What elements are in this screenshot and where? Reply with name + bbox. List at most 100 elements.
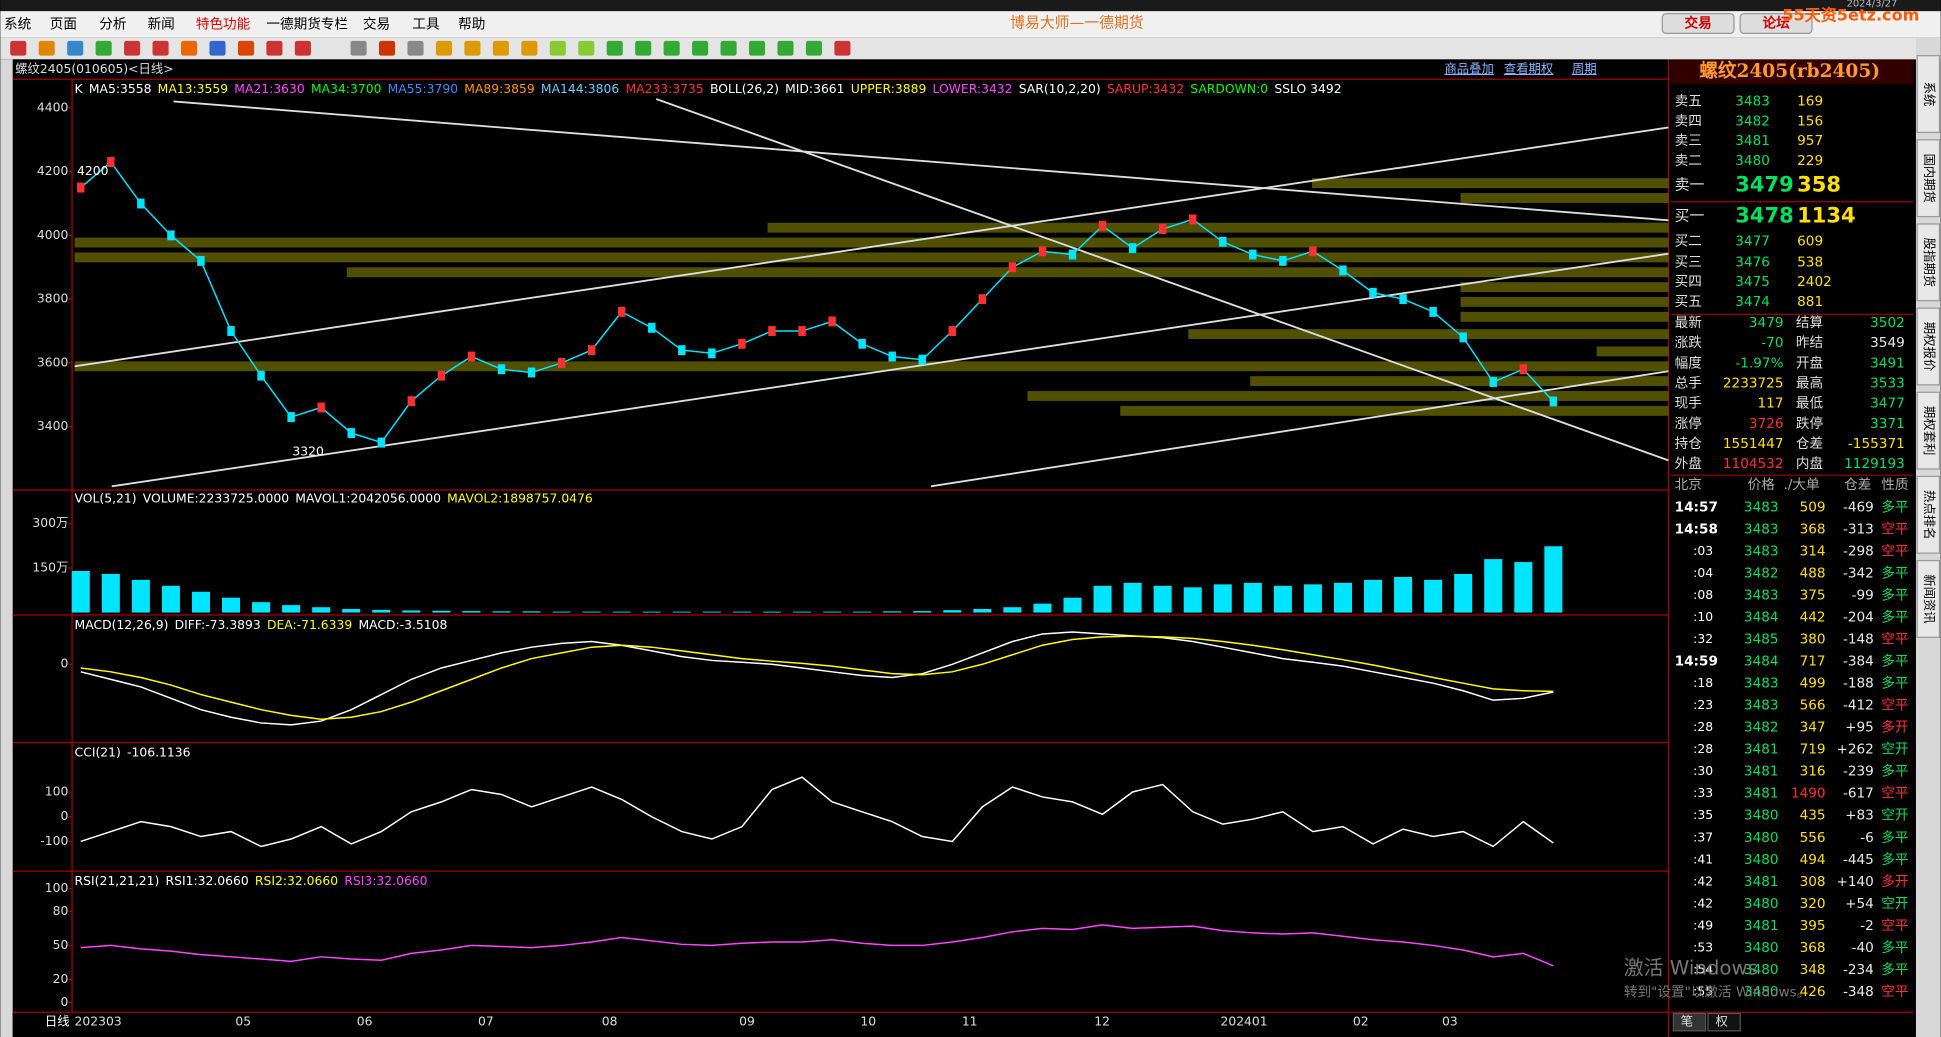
trade-header: 价格 [1748,477,1776,493]
toolbar-icon[interactable] [67,40,84,56]
menu-button-label[interactable]: 交易 [1685,15,1712,32]
trade-volume: 314 [1800,543,1826,559]
book-label: 买三 [1675,254,1702,270]
menu-button-label[interactable]: 论坛 [1762,15,1790,32]
menu-item[interactable]: 分析 [99,17,126,33]
toolbar-icon[interactable] [606,40,623,56]
side-tab[interactable] [1916,559,1941,638]
toolbar-icon[interactable] [378,40,396,56]
trade-header: 性质 [1881,477,1908,493]
menu-item[interactable]: 特色功能 [196,16,251,33]
candle [1519,364,1528,375]
bottom-tab-label[interactable]: 笔 [1681,1014,1693,1029]
bar [1484,559,1503,613]
side-tab[interactable] [1916,475,1941,554]
side-tab-label[interactable]: 系统 [1922,82,1936,107]
side-tab-label[interactable]: 期权套利 [1922,406,1936,455]
toolbar-icon[interactable] [266,40,283,56]
candle [1429,306,1437,317]
trade-oi: -384 [1843,654,1874,670]
toolbar-icon[interactable] [663,40,680,56]
bar [372,609,391,613]
menu-button[interactable] [1661,12,1735,35]
toolbar-icon[interactable] [578,40,595,56]
bar [252,602,271,613]
side-tab-label[interactable]: 新闻资讯 [1922,574,1937,623]
menu-button[interactable] [1739,12,1813,35]
trade-nature: 多平 [1881,829,1908,846]
bottom-tab[interactable] [1672,1012,1707,1032]
side-tab[interactable] [1916,223,1941,302]
menu-item[interactable]: 帮助 [458,17,485,33]
trade-oi: -234 [1843,962,1874,978]
toolbar-icon[interactable] [180,40,198,56]
bar [883,611,902,613]
side-tab-label[interactable]: 股指期货 [1922,238,1937,287]
candle [948,326,957,336]
candle [137,198,145,209]
side-tab[interactable] [1916,55,1941,134]
candle [1008,262,1017,273]
toolbar-icon[interactable] [95,40,112,56]
stat-label: 涨停 [1675,415,1702,432]
toolbar-icon[interactable] [407,40,424,56]
menu-item[interactable]: 交易 [363,16,390,33]
menu-item[interactable]: 页面 [50,17,77,33]
left-tabs [0,59,13,1037]
toolbar-icon[interactable] [777,40,794,56]
toolbar-icon[interactable] [10,40,27,56]
side-tab[interactable] [1916,391,1941,470]
menu-item[interactable]: 系统 [4,17,32,33]
toolbar-icon[interactable] [209,40,226,56]
toolbar-icon[interactable] [720,40,737,56]
book-volume: 957 [1797,133,1823,149]
bottom-tab-label[interactable]: 权 [1715,1015,1727,1029]
volume-profile [1596,346,1669,357]
bar [762,611,781,613]
trade-volume: 368 [1800,521,1826,537]
toolbar-icon[interactable] [38,40,55,56]
toolbar-icon[interactable] [464,40,481,56]
bar [1273,585,1292,613]
menu-item[interactable]: 新闻 [148,17,175,33]
side-tab[interactable] [1916,307,1941,386]
trade-time: :08 [1693,588,1713,602]
stat-label: 内盘 [1796,455,1823,472]
side-tab-label[interactable]: 期权报价 [1922,322,1937,371]
book-label: 买五 [1675,294,1702,310]
chart-link[interactable]: 周期 [1572,62,1597,76]
toolbar-icon[interactable] [152,40,169,56]
candle [708,348,716,359]
side-tab-label[interactable]: 热点排名 [1922,490,1937,539]
bottom-tab[interactable] [1707,1012,1741,1032]
book-price: 3477 [1735,233,1770,249]
toolbar-icon[interactable] [692,40,709,56]
series-line [80,161,1554,444]
toolbar-icon[interactable] [748,40,766,56]
series-line [80,635,1554,720]
stat-label: 幅度 [1675,355,1703,371]
toolbar-icon[interactable] [294,40,311,56]
toolbar-icon[interactable] [549,40,566,56]
chart-link[interactable]: 查看期权 [1504,62,1553,76]
toolbar-icon[interactable] [635,40,652,56]
trade-oi: -445 [1843,852,1874,868]
trade-oi: -469 [1843,499,1874,515]
toolbar-icon[interactable] [350,40,367,56]
side-tab-label[interactable]: 国内期货 [1922,153,1937,202]
toolbar-icon[interactable] [435,40,452,56]
trade-price: 3481 [1744,874,1779,890]
menu-item[interactable]: 工具 [412,17,440,33]
bar [1333,582,1352,613]
toolbar-icon[interactable] [834,40,851,56]
toolbar-icon[interactable] [124,40,141,56]
toolbar-icon[interactable] [521,40,538,56]
bar [101,573,120,613]
stat-label: 开盘 [1796,354,1823,371]
toolbar-icon[interactable] [237,40,255,56]
menu-item[interactable]: 一德期货专栏 [266,16,348,33]
chart-link[interactable]: 商品叠加 [1444,61,1493,76]
toolbar-icon[interactable] [805,40,823,56]
side-tab[interactable] [1916,139,1941,218]
toolbar-icon[interactable] [492,40,509,56]
